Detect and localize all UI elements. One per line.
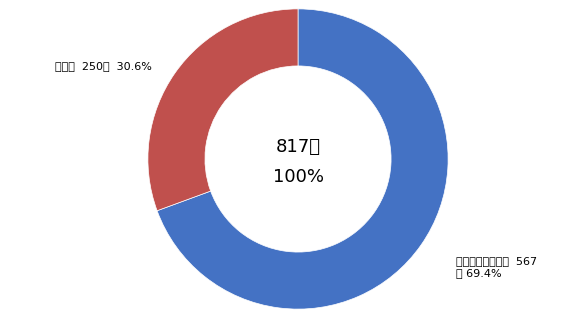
Text: その他  250人  30.6%: その他 250人 30.6%	[55, 61, 152, 71]
Wedge shape	[148, 9, 298, 211]
Text: ポンプ操法の動作  567
人 69.4%: ポンプ操法の動作 567 人 69.4%	[456, 256, 537, 278]
Text: 817人: 817人	[276, 138, 320, 156]
Text: 100%: 100%	[272, 168, 324, 186]
Wedge shape	[157, 9, 448, 309]
